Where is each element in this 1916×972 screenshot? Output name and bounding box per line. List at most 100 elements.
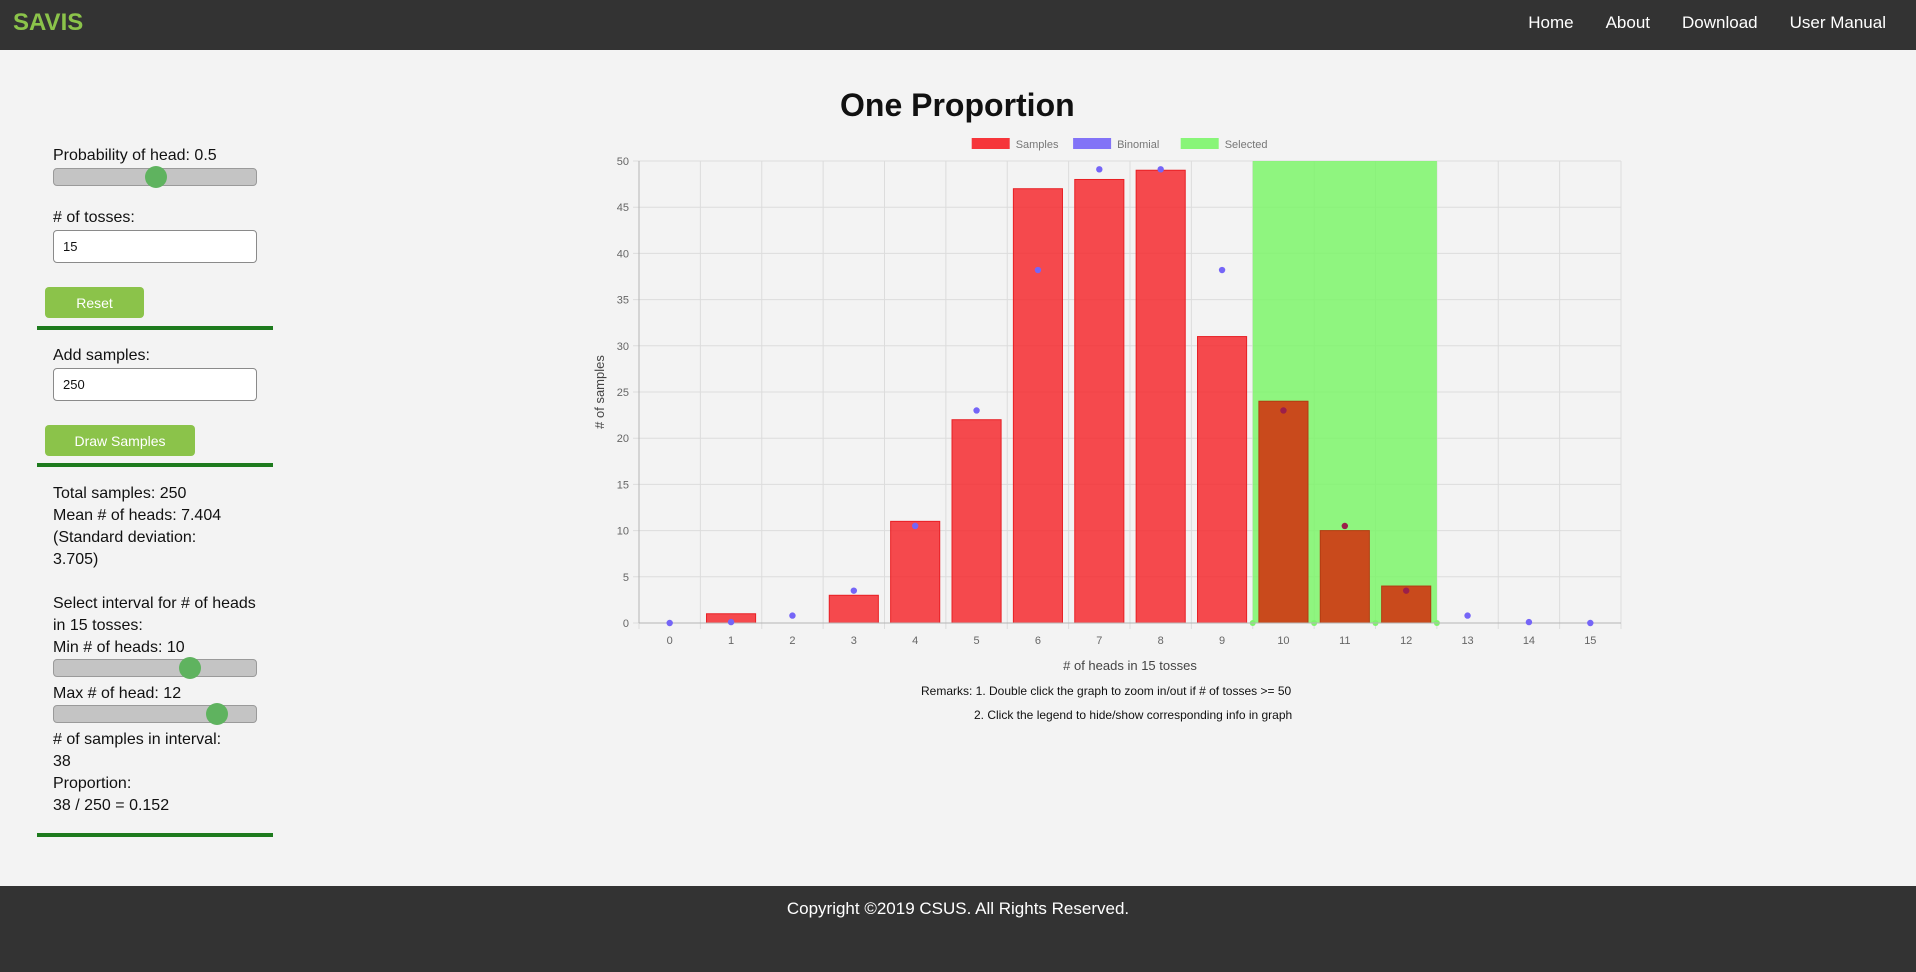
binomial-point [1402,587,1410,594]
add-samples-label: Add samples: [53,347,150,364]
tosses-label: # of tosses: [53,209,135,226]
binomial-point [1096,166,1103,173]
proportion-value: 38 / 250 = 0.152 [53,797,170,814]
page-title: One Proportion [840,87,1075,123]
brand-logo[interactable]: SAVIS [13,9,84,36]
probability-slider-handle[interactable] [145,166,167,188]
sample-bar [1258,400,1309,624]
y-tick-label: 25 [617,387,629,399]
y-tick-label: 10 [617,526,629,538]
legend-swatch-samples [971,138,1010,149]
y-tick-label: 35 [617,295,629,307]
samples-in-interval-label: # of samples in interval: [53,731,222,748]
nav-about-link[interactable]: About [1605,13,1651,32]
nav-links: Home About Download User Manual [1528,13,1886,33]
y-tick-label: 20 [617,433,629,445]
legend-label-binomial: Binomial [1117,139,1159,151]
max-heads-slider-handle[interactable] [206,703,229,725]
sample-bar [1319,530,1370,624]
binomial-point [1218,266,1226,274]
binomial-point [973,407,980,414]
add-samples-input[interactable] [53,368,257,401]
binomial-point [1341,522,1349,530]
x-tick-label: 4 [912,635,918,647]
nav-user-manual-link[interactable]: User Manual [1789,13,1886,32]
x-axis-title: # of heads in 15 tosses [1063,658,1197,673]
x-tick-label: 9 [1219,635,1225,647]
section-divider [37,326,273,330]
x-tick-label: 1 [728,635,734,647]
x-tick-label: 15 [1584,635,1596,647]
samples-in-interval-value: 38 [53,753,71,770]
binomial-point [1464,612,1471,619]
legend-swatch-binomial [1073,138,1112,149]
binomial-point [911,522,919,530]
total-samples-text: Total samples: 250 [53,485,187,502]
top-navbar: SAVIS Home About Download User Manual [0,0,1916,50]
std-dev-text-line1: (Standard deviation: [53,529,197,546]
x-tick-label: 10 [1277,635,1289,647]
proportion-label: Proportion: [53,775,132,792]
probability-slider[interactable] [53,166,257,188]
y-axis-title: # of samples [592,355,607,429]
x-tick-label: 5 [974,635,980,647]
y-tick-label: 15 [617,479,629,491]
reset-button[interactable]: Reset [45,287,144,318]
binomial-point [1525,618,1533,626]
legend-label-samples: Samples [1016,139,1059,151]
nav-home-link[interactable]: Home [1528,13,1574,32]
section-divider [37,463,273,467]
x-tick-label: 11 [1339,635,1350,647]
legend-swatch-selected [1180,138,1219,149]
min-heads-slider-handle[interactable] [179,657,201,679]
x-tick-label: 12 [1400,635,1412,647]
x-tick-label: 2 [789,635,795,647]
binomial-point [789,612,796,619]
x-tick-label: 14 [1523,635,1535,647]
max-heads-label: Max # of head: 12 [53,685,182,702]
sample-bar [828,594,879,624]
chart-legend: Samples Binomial Selected [971,138,1268,151]
legend-label-selected: Selected [1225,139,1268,151]
nav-download-link[interactable]: Download [1682,13,1758,32]
y-tick-label: 30 [617,341,629,353]
draw-samples-button[interactable]: Draw Samples [45,425,195,456]
mean-heads-text: Mean # of heads: 7.404 [53,507,222,524]
interval-prompt-line2: in 15 tosses: [53,617,143,634]
sample-bar [1135,169,1186,624]
binomial-point [850,587,858,594]
interval-prompt-line1: Select interval for # of heads [53,595,256,612]
binomial-point [1157,166,1164,173]
probability-label: Probability of head: 0.5 [53,147,217,164]
std-dev-text-line2: 3.705) [53,551,99,568]
sample-bar [951,419,1002,624]
x-tick-label: 7 [1096,635,1102,647]
x-tick-label: 0 [667,635,673,647]
min-heads-label: Min # of heads: 10 [53,639,185,656]
y-tick-label: 45 [617,202,629,214]
binomial-point [727,618,735,626]
y-tick-label: 50 [617,156,629,168]
sample-bar [890,520,941,624]
y-tick-label: 5 [623,572,629,584]
section-divider [37,833,273,837]
binomial-point [1034,266,1042,274]
binomial-point [1587,619,1594,627]
x-tick-label: 3 [851,635,857,647]
max-heads-slider[interactable] [53,703,257,725]
sample-bar [1074,178,1125,624]
copyright-text: Copyright ©2019 CSUS. All Rights Reserve… [786,899,1130,918]
binomial-point [1280,407,1287,414]
binomial-point [666,619,673,627]
x-tick-label: 6 [1035,635,1041,647]
y-tick-label: 40 [617,248,629,260]
sample-bar [1012,188,1063,624]
sample-bar [1197,336,1248,624]
footer: Copyright ©2019 CSUS. All Rights Reserve… [0,886,1916,972]
remark-legend: 2. Click the legend to hide/show corresp… [974,708,1293,722]
min-heads-slider[interactable] [53,657,257,679]
tosses-input[interactable] [53,230,257,263]
y-tick-label: 0 [623,618,629,630]
remark-zoom: Remarks: 1. Double click the graph to zo… [921,684,1292,698]
